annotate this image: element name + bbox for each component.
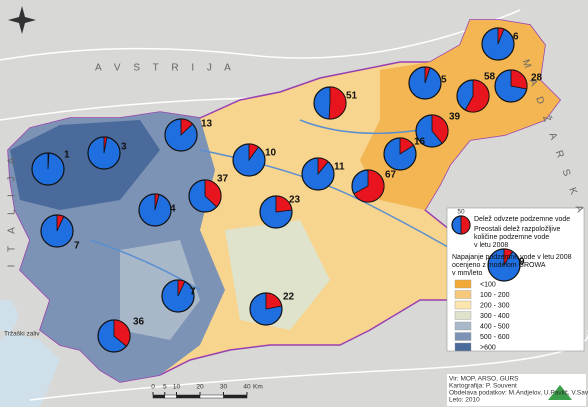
legend-class-label: 100 - 200: [480, 292, 510, 299]
legend-class-label: >600: [480, 344, 496, 351]
pie-label: 22: [283, 292, 295, 303]
legend-text: ocenjeno z modelom GROWA: [452, 262, 546, 269]
recharge-mid: [120, 240, 200, 340]
pie-label: 9: [519, 257, 525, 268]
scale-label: 30: [220, 384, 228, 391]
scale-label: 0: [151, 384, 155, 391]
pie-label: 16: [414, 137, 426, 148]
north-arrow: [8, 6, 36, 34]
pie-label: 1: [64, 150, 70, 161]
legend-text: količine podzemne vode: [474, 234, 549, 241]
scale-segment: [223, 394, 248, 399]
pie-label: 67: [385, 170, 397, 181]
scale-unit: Km: [253, 384, 263, 391]
pie-abstraction: [399, 137, 415, 155]
pie-label: 4: [170, 204, 176, 215]
scale-label: 40: [243, 384, 251, 391]
country-label: A V S T R I J A: [95, 63, 236, 74]
credit: Kartografija: P. Souvent: [449, 383, 517, 390]
legend-text: Delež odvzete podzemne vode: [474, 216, 570, 223]
pie-label: 7: [74, 241, 80, 252]
pie-abstraction: [248, 143, 259, 162]
pie-abstraction: [113, 319, 131, 347]
pie-label: 11: [334, 162, 345, 173]
pie-abstraction: [317, 157, 329, 176]
logo: [548, 385, 572, 400]
legend-swatch: [454, 290, 472, 299]
legend-class-label: <100: [480, 281, 496, 288]
pie-label: 58: [484, 72, 496, 83]
pie-abstraction: [204, 179, 222, 208]
pie-abstraction: [154, 193, 160, 211]
credit: Obdelava podatkov: M.Andjelov, U.Pavlič,…: [449, 390, 588, 397]
pie-abstraction: [353, 169, 385, 203]
scale-label: 20: [196, 384, 204, 391]
pie-abstraction: [275, 195, 293, 213]
pie-abstraction: [103, 136, 108, 154]
scale-segment: [152, 394, 165, 399]
legend-text: v letu 2008: [474, 242, 508, 249]
pie-label: 51: [346, 91, 358, 102]
scale-label: 5: [163, 384, 167, 391]
pie-abstraction: [177, 279, 186, 297]
pie-abstraction: [503, 248, 514, 267]
pie-abstraction: [431, 114, 449, 144]
legend-swatch: [454, 279, 472, 289]
pie-label: 28: [531, 73, 543, 84]
pie-abstraction: [460, 215, 471, 235]
legend-swatch: [454, 300, 472, 310]
legend-text: Preostali delež razpoložljive: [474, 226, 560, 233]
sea-label: Tržaški zaliv: [4, 331, 40, 338]
legend-swatch: [454, 332, 472, 341]
pie-label: 7: [190, 287, 196, 298]
legend-swatch: [454, 342, 472, 352]
legend-sample-label: 50: [457, 209, 465, 216]
pie-abstraction: [510, 69, 528, 90]
pie-abstraction: [497, 27, 505, 45]
pie-label: 37: [217, 174, 229, 185]
pie-label: 3: [121, 142, 127, 153]
legend-class-label: 400 - 500: [480, 323, 510, 330]
pie-abstraction: [47, 152, 50, 170]
country-label: I T A L I J A: [7, 153, 18, 268]
pie-label: 6: [513, 32, 519, 43]
pie-label: 23: [289, 195, 301, 206]
pie-label: 39: [449, 112, 461, 123]
pie-abstraction: [424, 66, 431, 84]
pie-label: 5: [441, 75, 447, 86]
credit: Leto: 2010: [449, 397, 480, 404]
credit: Vir: MOP, ARSO, GURS: [449, 376, 519, 383]
pie-label: 36: [133, 317, 145, 328]
sea: [0, 300, 60, 407]
scale-segment: [164, 394, 177, 399]
legend-text: Napajanje podzemne vode v letu 2008: [452, 254, 572, 261]
pie-abstraction: [180, 118, 194, 136]
pie-abstraction: [464, 79, 490, 113]
scale-segment: [199, 394, 224, 399]
legend-class-label: 200 - 300: [480, 302, 510, 309]
pie-label: 13: [201, 119, 213, 130]
pie-abstraction: [265, 292, 283, 310]
scale-label: 10: [173, 384, 181, 391]
pie-abstraction: [328, 86, 347, 120]
legend-text: v mm/leto: [452, 270, 482, 277]
legend-class-label: 500 - 600: [480, 334, 510, 341]
pie-abstraction: [56, 214, 65, 232]
scale-segment: [176, 394, 201, 399]
legend-swatch: [454, 321, 472, 331]
legend-class-label: 300 - 400: [480, 313, 510, 320]
legend-swatch: [454, 311, 472, 320]
recharge-very-high: [10, 120, 160, 210]
pie-label: 10: [265, 148, 277, 159]
